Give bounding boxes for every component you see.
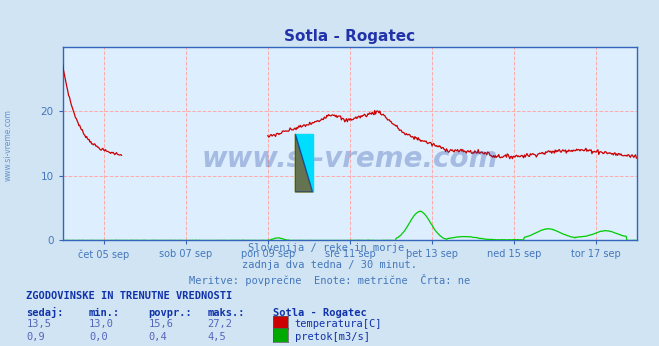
Text: zadnja dva tedna / 30 minut.: zadnja dva tedna / 30 minut. (242, 260, 417, 270)
Text: maks.:: maks.: (208, 308, 245, 318)
Title: Sotla - Rogatec: Sotla - Rogatec (285, 29, 415, 44)
Text: 13,5: 13,5 (26, 319, 51, 329)
Text: Slovenija / reke in morje.: Slovenija / reke in morje. (248, 243, 411, 253)
Text: 0,4: 0,4 (148, 332, 167, 342)
Text: temperatura[C]: temperatura[C] (295, 319, 382, 329)
Polygon shape (295, 134, 312, 192)
Text: ZGODOVINSKE IN TRENUTNE VREDNOSTI: ZGODOVINSKE IN TRENUTNE VREDNOSTI (26, 291, 233, 301)
Text: Meritve: povprečne  Enote: metrične  Črta: ne: Meritve: povprečne Enote: metrične Črta:… (189, 274, 470, 286)
Text: pretok[m3/s]: pretok[m3/s] (295, 332, 370, 342)
Text: 27,2: 27,2 (208, 319, 233, 329)
Text: min.:: min.: (89, 308, 120, 318)
Polygon shape (295, 134, 312, 192)
Text: www.si-vreme.com: www.si-vreme.com (202, 145, 498, 173)
Text: sedaj:: sedaj: (26, 307, 64, 318)
Text: 0,0: 0,0 (89, 332, 107, 342)
Text: 0,9: 0,9 (26, 332, 45, 342)
Text: 15,6: 15,6 (148, 319, 173, 329)
Text: www.si-vreme.com: www.si-vreme.com (3, 109, 13, 181)
Text: 13,0: 13,0 (89, 319, 114, 329)
Text: 4,5: 4,5 (208, 332, 226, 342)
Polygon shape (295, 134, 312, 192)
Text: povpr.:: povpr.: (148, 308, 192, 318)
Text: Sotla - Rogatec: Sotla - Rogatec (273, 308, 367, 318)
